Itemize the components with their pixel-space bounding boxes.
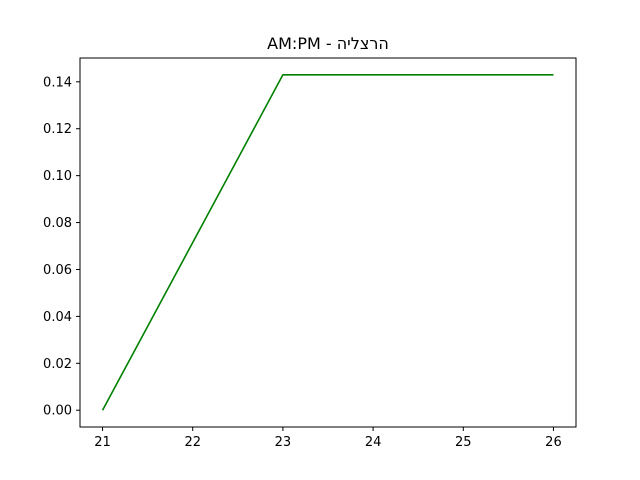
x-tick-label: 23 [275, 435, 292, 450]
y-tick-label: 0.06 [43, 263, 72, 278]
plot-area: 21 22 23 24 25 26 0.00 0.02 0.04 0.06 0.08 0.10 0.12… [43, 57, 577, 450]
y-tick-label: 0.08 [43, 216, 72, 231]
y-tick-label: 0.12 [43, 122, 72, 137]
x-tick-label: 21 [94, 435, 111, 450]
y-tick-label: 0.00 [43, 404, 72, 419]
series-line-0 [101, 73, 554, 411]
y-tick-label: 0.04 [43, 310, 72, 325]
x-tick-label: 25 [455, 435, 472, 450]
x-tick-label: 26 [545, 435, 562, 450]
chart-title: AM:PM - הרצליה [267, 34, 389, 53]
y-tick-label: 0.14 [43, 75, 72, 90]
x-tick-label: 22 [184, 435, 201, 450]
y-tick-label: 0.10 [43, 169, 72, 184]
y-tick-label: 0.02 [43, 357, 72, 372]
axes-frame [79, 57, 577, 428]
x-tick-label: 24 [365, 435, 382, 450]
